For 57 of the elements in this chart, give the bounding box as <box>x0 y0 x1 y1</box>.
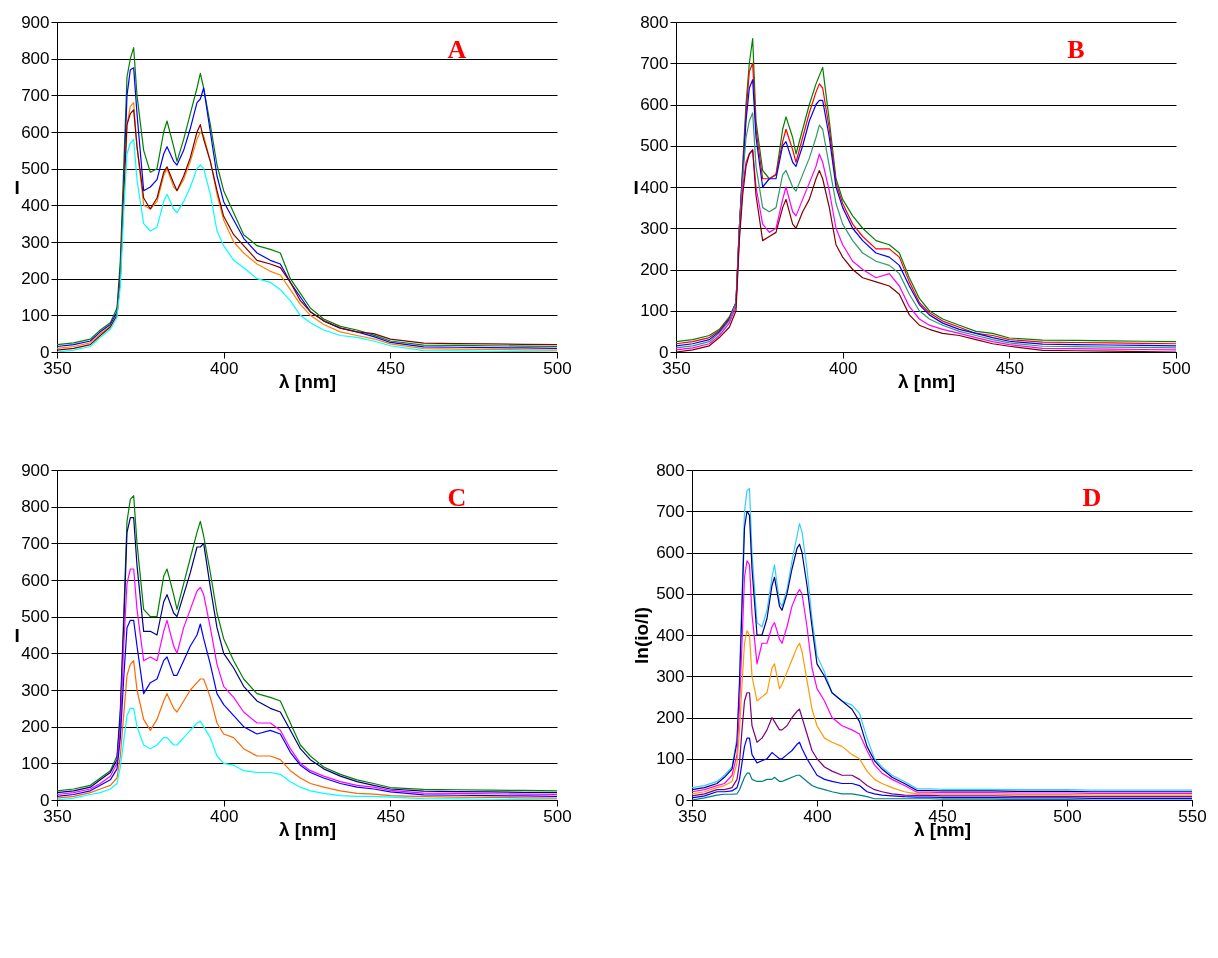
y-tick-label: 300 <box>640 218 669 238</box>
y-tick-label: 500 <box>640 136 669 156</box>
y-tick-label: 400 <box>656 625 685 645</box>
y-tick-label: 100 <box>21 753 50 773</box>
x-tick-label: 500 <box>543 806 572 826</box>
x-tick-label: 400 <box>828 358 858 378</box>
y-tick-label: 700 <box>21 533 50 553</box>
y-tick-label: 700 <box>656 501 685 521</box>
y-tick-label: 100 <box>21 305 50 325</box>
y-tick-label: 700 <box>640 53 669 73</box>
x-tick-label: 500 <box>1162 358 1191 378</box>
y-tick-label: 800 <box>640 12 669 32</box>
y-axis-title: I <box>14 176 20 198</box>
y-tick-label: 500 <box>21 607 50 627</box>
y-tick-label: 800 <box>656 460 685 480</box>
y-tick-label: 600 <box>656 543 685 562</box>
y-tick-label: 200 <box>640 260 669 279</box>
y-tick-label: 400 <box>640 177 669 197</box>
y-tick-label: 400 <box>21 643 50 663</box>
annotation: B <box>1067 35 1085 64</box>
y-tick-label: 500 <box>21 159 50 179</box>
annotation: A <box>447 35 467 64</box>
x-tick-label: 450 <box>376 358 406 378</box>
x-tick-label: 400 <box>803 806 832 826</box>
y-axis-title: ln(io/I) <box>631 607 653 664</box>
y-tick-label: 100 <box>640 301 669 321</box>
y-tick-label: 700 <box>21 85 50 105</box>
y-tick-label: 800 <box>21 497 50 517</box>
y-tick-label: 300 <box>21 680 50 700</box>
y-tick-label: 300 <box>656 666 685 686</box>
y-tick-label: 100 <box>656 749 685 769</box>
x-tick-label: 450 <box>995 358 1025 378</box>
x-tick-label: 550 <box>1178 806 1207 826</box>
y-tick-label: 300 <box>21 232 50 252</box>
x-axis-title: λ [nm] <box>279 370 336 392</box>
y-tick-label: 600 <box>21 122 50 142</box>
x-tick-label: 500 <box>543 358 572 378</box>
y-tick-label: 600 <box>640 95 669 114</box>
x-tick-label: 400 <box>209 358 239 378</box>
x-axis-title: λ [nm] <box>898 370 955 392</box>
y-tick-label: 400 <box>21 195 50 215</box>
y-tick-label: 200 <box>656 708 685 727</box>
y-tick-label: 800 <box>21 49 50 69</box>
x-tick-label: 400 <box>209 806 239 826</box>
y-tick-label: 600 <box>21 570 50 590</box>
annotation: D <box>1082 483 1102 512</box>
y-tick-label: 900 <box>21 12 50 32</box>
y-tick-label: 900 <box>21 460 50 480</box>
y-tick-label: 200 <box>21 269 50 289</box>
annotation: C <box>447 483 467 512</box>
y-axis-title: I <box>633 176 639 198</box>
y-axis-title: I <box>14 624 20 646</box>
x-tick-label: 500 <box>1053 806 1082 826</box>
x-axis-title: λ [nm] <box>279 818 336 840</box>
y-tick-label: 200 <box>21 717 50 737</box>
y-tick-label: 500 <box>656 584 685 604</box>
x-tick-label: 450 <box>376 806 406 826</box>
